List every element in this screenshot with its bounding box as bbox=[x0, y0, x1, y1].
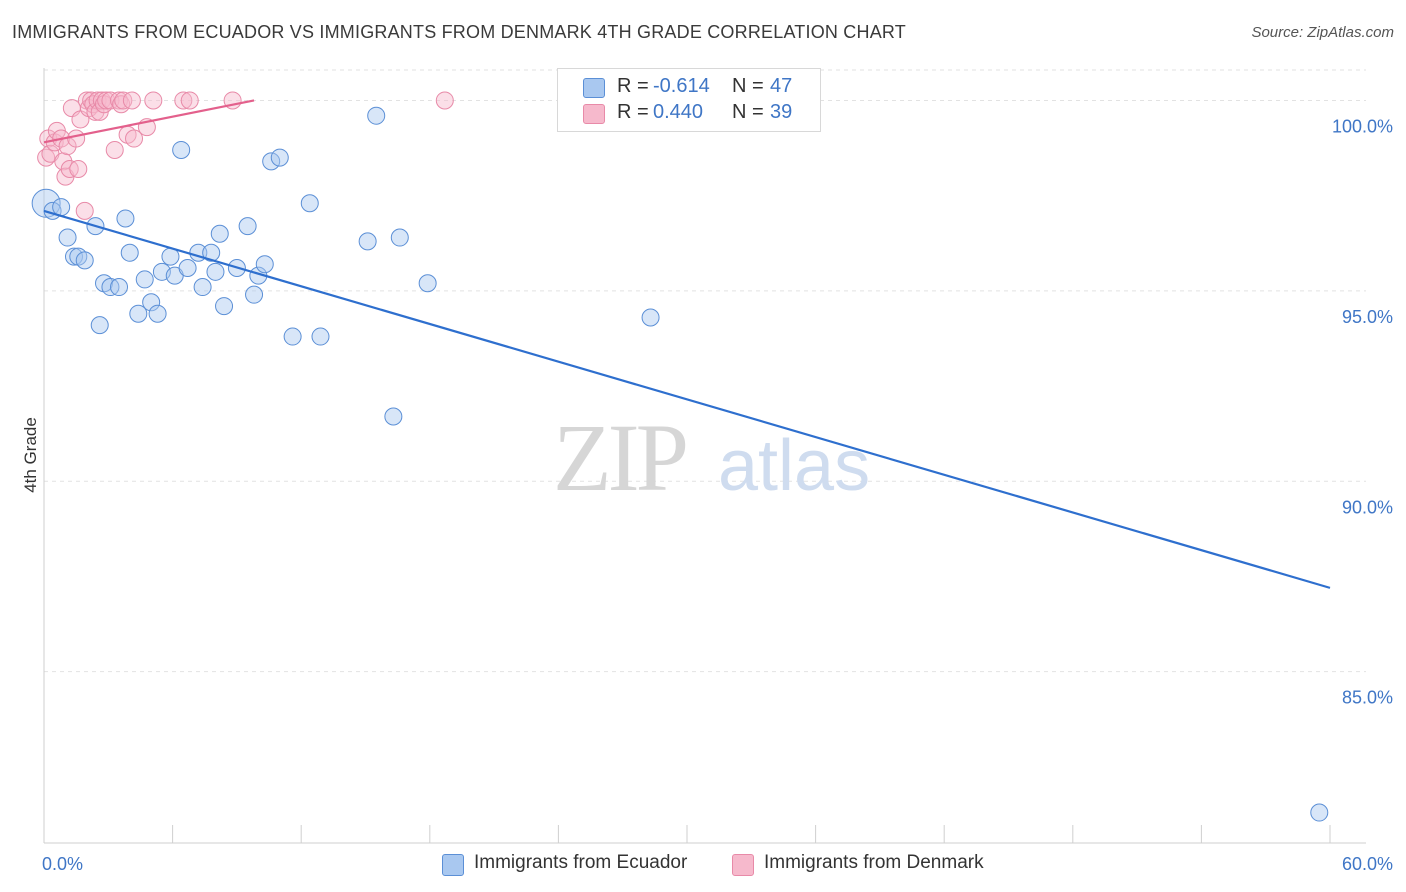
denmark-swatch bbox=[583, 104, 605, 124]
ecuador-point bbox=[245, 285, 264, 304]
denmark-legend-label: Immigrants from Denmark bbox=[764, 852, 984, 873]
ecuador-point bbox=[148, 304, 167, 323]
denmark-point bbox=[67, 129, 86, 148]
ecuador-point bbox=[238, 217, 257, 236]
y-tick-label: 95.0% bbox=[1342, 307, 1393, 327]
ecuador-point bbox=[367, 106, 386, 125]
ecuador-point bbox=[110, 278, 129, 297]
ecuador-point bbox=[300, 194, 319, 213]
ecuador-point bbox=[1310, 803, 1329, 822]
series-denmark-points bbox=[37, 91, 454, 220]
chart-title: IMMIGRANTS FROM ECUADOR VS IMMIGRANTS FR… bbox=[12, 22, 906, 42]
watermark-zip: ZIP bbox=[553, 404, 686, 511]
watermark: ZIP atlas bbox=[553, 404, 870, 511]
r-value: 0.440 bbox=[653, 101, 704, 123]
denmark-point bbox=[144, 91, 163, 110]
denmark-trend-line bbox=[43, 99, 255, 144]
grid-lines bbox=[44, 69, 1366, 673]
ecuador-point bbox=[311, 327, 330, 346]
tick-labels: 85.0% 90.0% 95.0% 100.0% 0.0% 60.0% bbox=[42, 116, 1393, 874]
denmark-point bbox=[54, 152, 73, 171]
trend-lines bbox=[43, 99, 1331, 589]
denmark-point bbox=[69, 160, 88, 179]
ecuador-trend-line bbox=[43, 209, 1331, 589]
watermark-atlas: atlas bbox=[718, 426, 870, 506]
denmark-point bbox=[125, 129, 144, 148]
ecuador-point bbox=[90, 316, 109, 335]
stats-legend: R = -0.614 N = 47 R = 0.440 N = 39 bbox=[557, 68, 821, 132]
ecuador-point bbox=[120, 243, 139, 262]
y-axis-label: 4th Grade bbox=[21, 417, 40, 493]
series-legend: Immigrants from Ecuador Immigrants from … bbox=[0, 852, 1406, 878]
r-label: R = bbox=[617, 75, 649, 97]
ecuador-point bbox=[129, 304, 148, 323]
ecuador-point bbox=[58, 228, 77, 247]
denmark-point bbox=[435, 91, 454, 110]
y-tick-label: 85.0% bbox=[1342, 688, 1393, 708]
ecuador-point bbox=[255, 255, 274, 274]
ecuador-point bbox=[135, 270, 154, 289]
ecuador-point bbox=[178, 259, 197, 278]
denmark-point bbox=[174, 91, 193, 110]
ecuador-point bbox=[358, 232, 377, 251]
ecuador-point bbox=[142, 293, 161, 312]
ecuador-point bbox=[390, 228, 409, 247]
source-label: Source: ZipAtlas.com bbox=[1251, 24, 1394, 41]
n-value: 47 bbox=[770, 75, 793, 97]
y-tick-label: 100.0% bbox=[1332, 116, 1393, 136]
ecuador-point bbox=[283, 327, 302, 346]
ecuador-point bbox=[384, 407, 403, 426]
ecuador-point bbox=[215, 297, 234, 316]
n-label: N = bbox=[732, 75, 764, 97]
ecuador-point bbox=[75, 251, 94, 270]
ecuador-point bbox=[270, 148, 289, 167]
ecuador-point bbox=[193, 278, 212, 297]
ecuador-point bbox=[418, 274, 437, 293]
ecuador-point bbox=[65, 247, 84, 266]
ecuador-point bbox=[202, 243, 221, 262]
n-value: 39 bbox=[770, 101, 793, 123]
ecuador-point bbox=[262, 152, 281, 171]
ecuador-legend-label: Immigrants from Ecuador bbox=[474, 852, 688, 873]
denmark-point bbox=[105, 140, 124, 159]
ecuador-point bbox=[641, 308, 660, 327]
r-label: R = bbox=[617, 101, 649, 123]
r-value: -0.614 bbox=[653, 75, 710, 97]
y-tick-label: 90.0% bbox=[1342, 497, 1393, 517]
ecuador-point bbox=[210, 224, 229, 243]
x-tick-label: 60.0% bbox=[1342, 854, 1393, 874]
denmark-legend-swatch bbox=[732, 854, 754, 876]
ecuador-point bbox=[116, 209, 135, 228]
n-label: N = bbox=[732, 101, 764, 123]
ecuador-legend-swatch bbox=[442, 854, 464, 876]
ecuador-swatch bbox=[583, 78, 605, 98]
axes bbox=[43, 68, 1366, 844]
ecuador-point bbox=[206, 262, 225, 281]
denmark-point bbox=[122, 91, 141, 110]
denmark-point bbox=[180, 91, 199, 110]
ecuador-point bbox=[172, 140, 191, 159]
x-tick-label: 0.0% bbox=[42, 854, 83, 874]
denmark-point bbox=[75, 201, 94, 220]
